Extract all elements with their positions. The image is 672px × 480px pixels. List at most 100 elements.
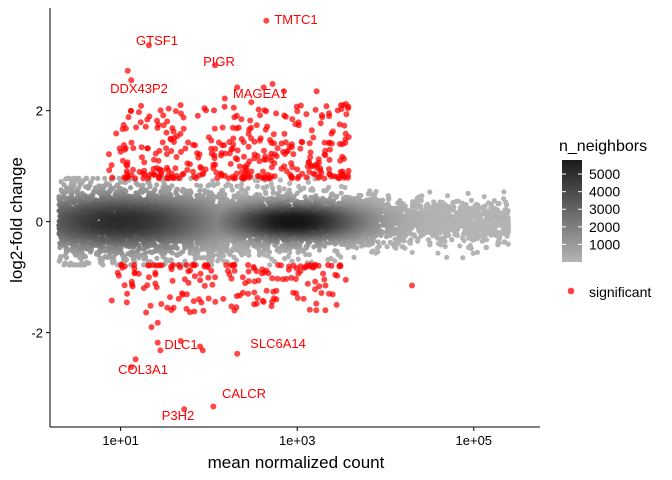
gene-point [328, 255, 334, 262]
gene-point [370, 248, 376, 254]
gene-point [269, 185, 276, 191]
gene-point [239, 181, 245, 187]
gene-point [263, 190, 269, 196]
gene-point [213, 194, 219, 200]
gene-point [501, 239, 507, 245]
gene-point [102, 175, 108, 181]
gene-point [193, 245, 199, 251]
gene-point [375, 239, 381, 245]
gene-point [449, 237, 455, 243]
gene-point [122, 180, 128, 186]
gene-point [231, 254, 237, 260]
gene-point [398, 227, 404, 233]
gene-point [338, 190, 344, 196]
gene-point [102, 254, 108, 260]
gene-point [493, 213, 499, 219]
gene-point [289, 258, 295, 264]
gene-point [450, 207, 456, 213]
gene-point [413, 205, 419, 211]
gene-point [427, 189, 433, 195]
gene-point [457, 243, 463, 249]
gene-point [58, 254, 64, 260]
gene-point [229, 187, 235, 193]
gene-point [306, 252, 312, 258]
gene-point [180, 249, 186, 255]
gene-point [465, 190, 471, 196]
gene-point [462, 213, 468, 219]
gene-point [375, 249, 381, 255]
gene-point [399, 244, 405, 250]
gene-point [333, 194, 339, 200]
gene-point [269, 256, 275, 262]
gene-point [188, 190, 194, 196]
gene-point [342, 184, 348, 191]
gene-point [414, 195, 420, 201]
gene-point [491, 198, 497, 204]
gene-point [425, 237, 432, 243]
gene-point [197, 183, 204, 189]
gene-point [466, 235, 472, 241]
gene-point [245, 185, 251, 191]
gene-point [294, 190, 300, 196]
gene-point [154, 255, 160, 261]
gene-point [268, 181, 274, 187]
gene-point [246, 248, 252, 254]
gene-point [418, 197, 424, 203]
gene-point [127, 185, 134, 191]
gene-point [494, 229, 500, 235]
gene-point [270, 190, 276, 196]
gene-point [147, 249, 153, 255]
gene-point [197, 188, 203, 194]
gene-point [470, 250, 476, 256]
gene-point [380, 240, 387, 246]
gene-point [211, 182, 217, 188]
gene-point [285, 254, 291, 260]
gene-point [287, 180, 293, 186]
gene-point [223, 183, 229, 189]
gene-point [332, 248, 338, 254]
gene-point [321, 188, 327, 194]
gene-point [365, 191, 371, 197]
gene-point [495, 201, 501, 207]
gene-point [474, 249, 480, 255]
gene-point [205, 183, 211, 189]
gene-point [497, 214, 503, 220]
gene-point [138, 252, 144, 258]
gene-point [460, 255, 466, 261]
gene-point [202, 190, 208, 196]
gene-point [68, 260, 74, 266]
gene-point [386, 196, 392, 202]
gene-point [210, 178, 216, 184]
gene-point [435, 250, 441, 256]
gene-point [501, 189, 507, 195]
gene-point [287, 250, 293, 256]
gene-point [298, 187, 304, 193]
gene-point [434, 235, 441, 241]
gene-point [485, 200, 492, 206]
gene-point [143, 254, 149, 260]
gene-point [483, 244, 489, 250]
gene-point [437, 199, 443, 205]
gene-point [384, 244, 390, 250]
gene-point [110, 258, 116, 264]
gene-point [408, 237, 414, 243]
gene-point [246, 252, 252, 258]
gene-point [354, 245, 360, 251]
gene-point [140, 189, 146, 195]
gene-point [147, 184, 153, 190]
gene-point [191, 251, 197, 257]
gene-point [467, 242, 473, 249]
gene-point [234, 183, 240, 189]
gene-point [295, 256, 301, 262]
gene-point [442, 243, 448, 249]
gene-point [154, 182, 160, 188]
gene-point [392, 236, 398, 242]
gene-point [484, 212, 490, 218]
gene-point [254, 183, 260, 189]
gene-point [98, 255, 104, 261]
gene-point [79, 260, 85, 266]
gene-point [409, 203, 415, 209]
gene-point [310, 187, 316, 193]
